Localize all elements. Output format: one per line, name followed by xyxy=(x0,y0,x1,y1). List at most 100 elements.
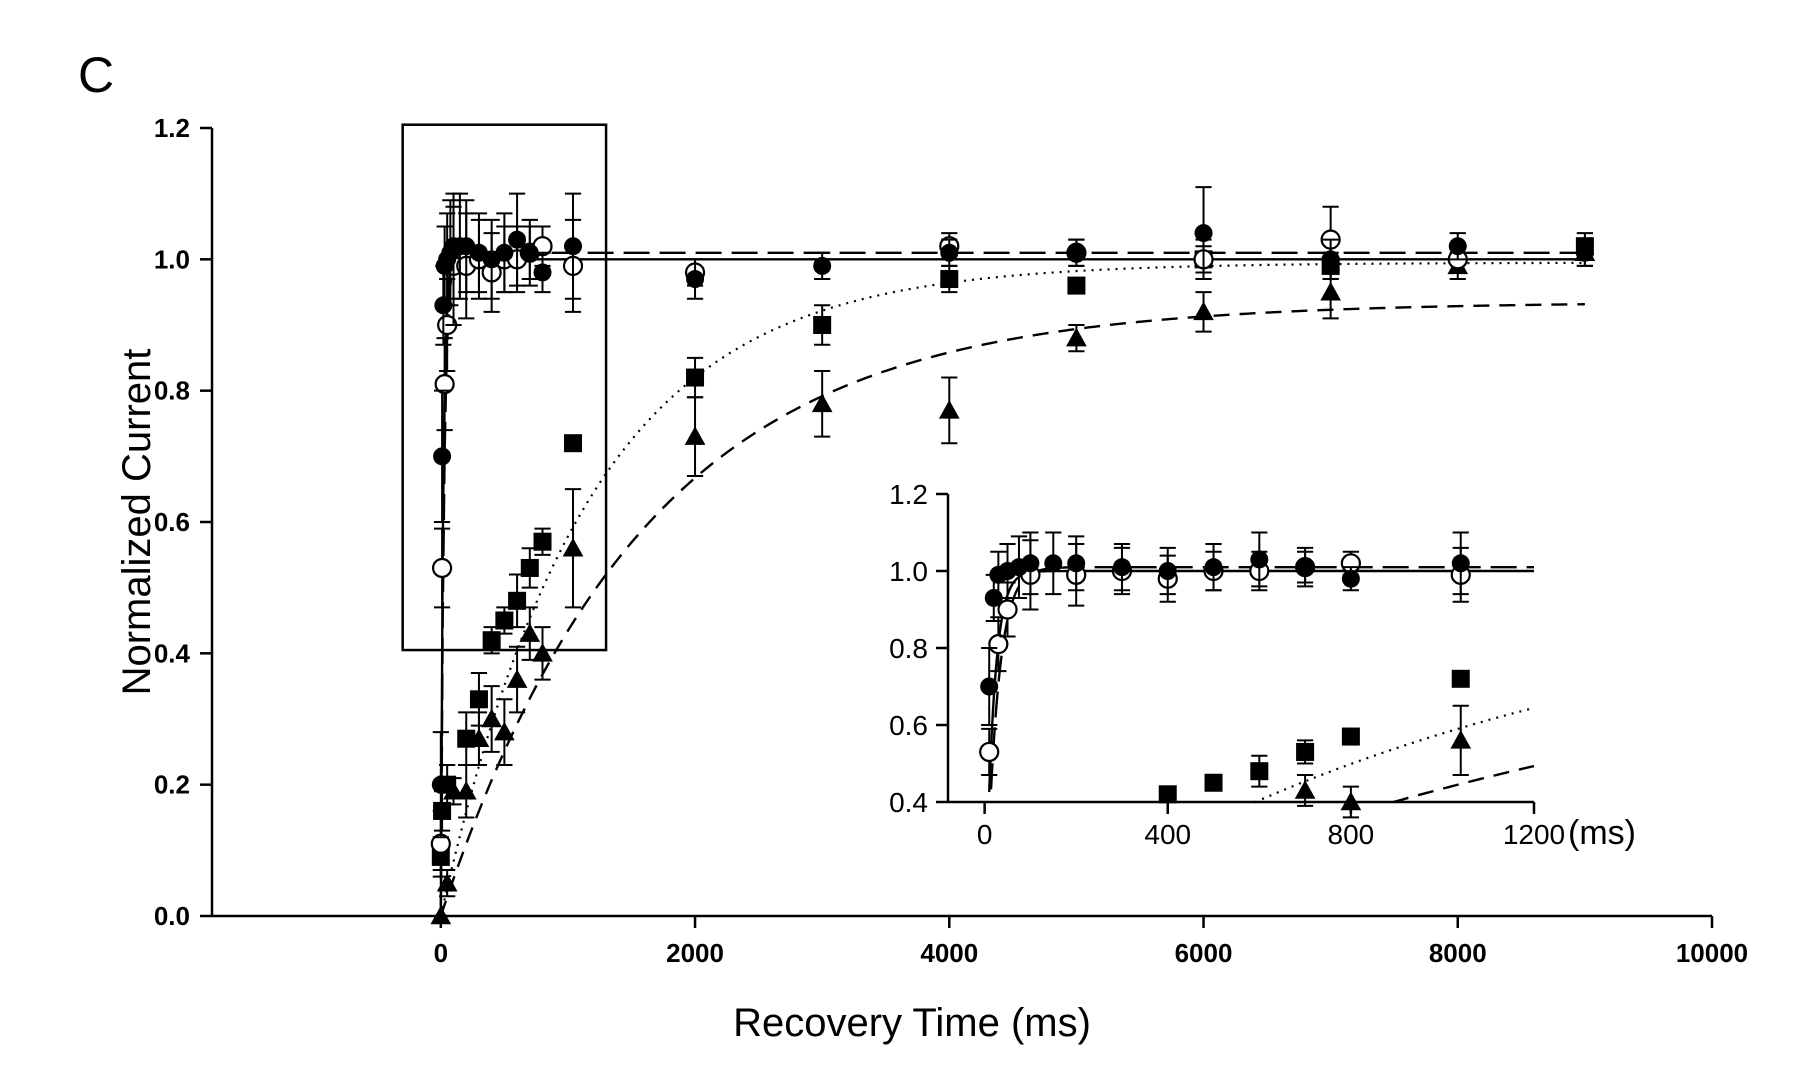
fit-curve xyxy=(439,258,1585,917)
data-point-filled-square xyxy=(564,434,583,453)
data-point-filled-triangle xyxy=(684,426,706,445)
data-point-filled-circle xyxy=(1341,569,1360,588)
y-tick-label: 1.0 xyxy=(154,244,190,274)
y-tick-label: 0.4 xyxy=(154,638,191,668)
x-tick-label: 10000 xyxy=(1676,938,1748,968)
data-point-filled-circle xyxy=(940,243,959,262)
inset-background xyxy=(950,494,1536,802)
data-point-open-circle xyxy=(434,374,455,395)
data-point-filled-triangle xyxy=(481,708,503,728)
data-point-open-circle xyxy=(997,599,1018,620)
data-point-filled-circle xyxy=(813,256,832,275)
x-tick-label: 0 xyxy=(434,938,448,968)
data-point-filled-triangle xyxy=(532,642,553,662)
data-point-filled-square xyxy=(482,631,501,650)
data-point-open-circle xyxy=(431,557,453,579)
data-point-filled-circle xyxy=(495,243,514,262)
data-point-filled-square xyxy=(1451,669,1470,688)
data-point-filled-triangle xyxy=(1450,730,1472,749)
data-point-filled-square xyxy=(457,729,476,748)
inset-y-tick-label: 0.4 xyxy=(889,787,928,818)
data-point-filled-square xyxy=(686,368,705,387)
data-point-filled-circle xyxy=(508,230,527,249)
x-tick-label: 6000 xyxy=(1175,938,1233,968)
data-point-filled-circle xyxy=(1194,224,1213,243)
data-point-filled-circle xyxy=(433,447,452,466)
inset-x-tick-label: 400 xyxy=(1144,819,1191,850)
panel-letter: C xyxy=(78,47,114,103)
data-point-filled-triangle xyxy=(1320,281,1341,301)
inset-x-tick-label: 800 xyxy=(1328,819,1375,850)
inset-x-tick-label: 0 xyxy=(977,819,993,850)
y-tick-label: 0.0 xyxy=(154,901,190,931)
data-point-filled-circle xyxy=(1250,550,1269,569)
data-point-filled-square xyxy=(1067,276,1086,295)
data-point-filled-circle xyxy=(1158,562,1177,580)
y-tick-label: 0.8 xyxy=(154,376,190,406)
data-point-filled-triangle xyxy=(455,780,477,800)
data-point-filled-triangle xyxy=(436,872,458,892)
y-tick-label: 0.2 xyxy=(154,770,190,800)
data-point-filled-circle xyxy=(1575,243,1594,262)
data-point-filled-square xyxy=(813,316,832,334)
data-point-filled-circle xyxy=(686,270,705,289)
data-point-filled-triangle xyxy=(494,721,515,741)
data-point-filled-square xyxy=(1296,742,1315,761)
y-tick-label: 1.2 xyxy=(154,113,190,143)
data-point-filled-triangle xyxy=(1340,791,1362,811)
data-point-filled-square xyxy=(940,270,959,289)
fit-curve xyxy=(439,303,1585,917)
x-tick-label: 4000 xyxy=(920,938,978,968)
data-point-filled-circle xyxy=(520,243,539,262)
data-point-filled-square xyxy=(1158,785,1177,804)
data-point-filled-square xyxy=(1341,727,1360,746)
data-point-filled-square xyxy=(1250,762,1269,781)
fit-curve xyxy=(439,261,1585,917)
inset-y-tick-label: 1.0 xyxy=(889,556,928,587)
inset-y-tick-label: 1.2 xyxy=(889,479,928,510)
data-point-filled-circle xyxy=(564,237,583,256)
data-point-filled-circle xyxy=(431,775,450,794)
inset-y-tick-label: 0.8 xyxy=(889,633,928,664)
data-point-open-circle xyxy=(979,741,1000,763)
data-point-filled-circle xyxy=(1451,554,1470,573)
data-point-filled-square xyxy=(533,532,552,551)
data-point-filled-circle xyxy=(1204,558,1223,577)
x-axis-title: Recovery Time (ms) xyxy=(733,1001,1091,1045)
y-axis-title: Normalized Current xyxy=(115,349,159,696)
data-point-filled-circle xyxy=(1044,554,1063,573)
data-point-filled-triangle xyxy=(938,400,960,419)
data-point-filled-triangle xyxy=(430,905,452,925)
y-tick-label: 0.6 xyxy=(154,507,190,537)
data-point-filled-triangle xyxy=(1066,327,1087,347)
data-point-filled-square xyxy=(520,558,539,577)
data-point-filled-triangle xyxy=(1294,780,1316,799)
inset-plot: 0.4 0.6 0.8 1.0 1.2 0 400 800 1200 (ms) xyxy=(889,479,1636,852)
data-point-filled-triangle xyxy=(1193,301,1214,321)
data-point-filled-square xyxy=(508,591,527,610)
inset-x-unit: (ms) xyxy=(1568,814,1636,852)
data-point-filled-circle xyxy=(1021,554,1040,573)
data-point-filled-triangle xyxy=(519,623,541,642)
data-point-filled-square xyxy=(1204,773,1223,792)
data-point-filled-circle xyxy=(980,677,999,696)
data-point-filled-circle xyxy=(1448,237,1467,256)
data-point-filled-circle xyxy=(1321,250,1340,269)
data-point-filled-triangle xyxy=(562,537,584,557)
data-point-open-circle xyxy=(988,634,1009,655)
x-tick-label: 8000 xyxy=(1429,938,1487,968)
data-point-filled-circle xyxy=(1296,558,1315,577)
fit-curve xyxy=(439,251,1585,917)
x-tick-label: 2000 xyxy=(666,938,724,968)
data-point-filled-triangle xyxy=(811,393,833,413)
inset-y-tick-label: 0.6 xyxy=(889,710,928,741)
data-point-filled-square xyxy=(469,690,488,709)
data-point-filled-square xyxy=(495,611,514,630)
inset-x-tick-label: 1200 xyxy=(1503,819,1565,850)
data-point-filled-triangle xyxy=(506,669,528,688)
data-point-filled-circle xyxy=(1112,558,1131,577)
zoom-box xyxy=(401,123,608,652)
data-point-filled-circle xyxy=(533,263,552,282)
data-point-filled-circle xyxy=(1067,243,1086,262)
